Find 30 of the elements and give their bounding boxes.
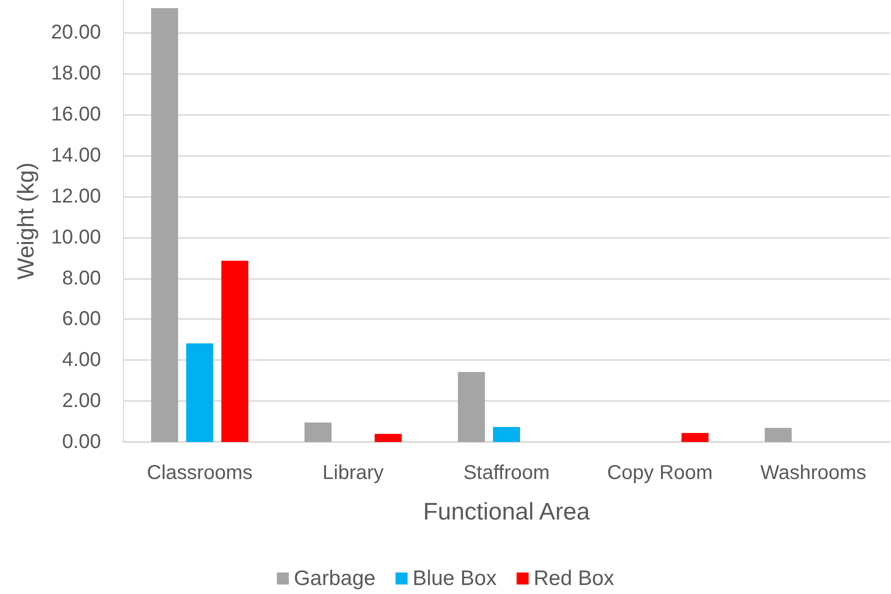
y-tick-label: 8.00 <box>62 267 101 290</box>
y-tick-label: 6.00 <box>62 308 101 330</box>
y-tick-label: 0.00 <box>62 431 101 453</box>
bar <box>493 427 520 442</box>
y-tick-label: 14.00 <box>50 144 101 167</box>
bar <box>304 422 332 442</box>
y-tick-label: 10.00 <box>50 226 101 248</box>
bar <box>764 428 792 442</box>
x-tick-label: Staffroom <box>463 462 550 484</box>
y-tick-label: 4.00 <box>62 349 101 372</box>
y-axis-title: Weight (kg) <box>12 162 38 280</box>
bar <box>682 432 708 442</box>
x-tick-label: Library <box>322 462 384 484</box>
x-axis-title: Functional Area <box>423 498 591 526</box>
x-tick-label: Classrooms <box>146 462 252 484</box>
y-tick-label: 20.00 <box>50 22 101 44</box>
bar <box>221 260 248 442</box>
y-tick-label: 12.00 <box>50 185 101 208</box>
bar <box>151 8 178 442</box>
y-tick-label: 2.00 <box>62 390 101 412</box>
y-tick-label: 16.00 <box>50 104 101 126</box>
x-tick-label: Washrooms <box>760 462 866 484</box>
bar <box>374 434 402 442</box>
legend-label: Garbage <box>294 567 376 590</box>
y-tick-label: 18.00 <box>50 62 101 85</box>
bar <box>458 372 485 442</box>
legend-label: Blue Box <box>412 567 498 590</box>
bar <box>186 343 214 442</box>
legend-label: Red Box <box>534 567 615 590</box>
x-tick-label: Copy Room <box>607 462 713 484</box>
